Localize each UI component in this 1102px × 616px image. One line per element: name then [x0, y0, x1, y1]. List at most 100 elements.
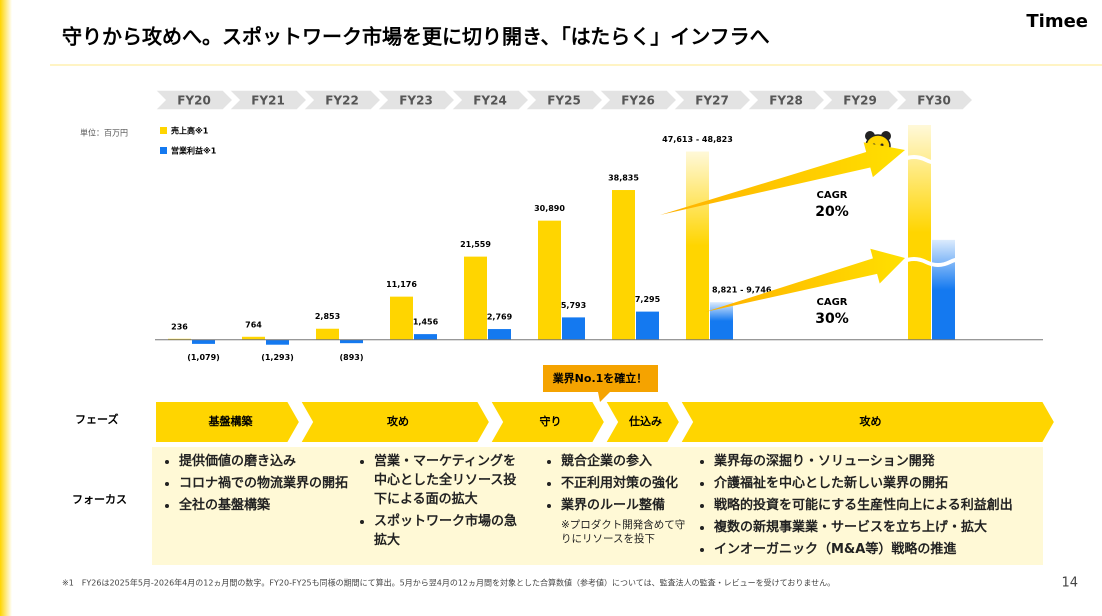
focus-item: コロナ禍での物流業界の開拓 — [179, 474, 348, 493]
bar — [316, 328, 339, 340]
year-chevron — [745, 89, 827, 111]
bar — [538, 220, 561, 340]
annotation-value: 30% — [815, 311, 849, 327]
x-tick-label: FY22 — [325, 94, 359, 108]
focus-column: 提供価値の磨き込みコロナ禍での物流業界の開拓全社の基盤構築 — [163, 452, 348, 518]
bar — [488, 329, 511, 340]
year-chevron — [893, 89, 975, 111]
focus-panel — [152, 447, 1043, 565]
legend-swatch — [160, 127, 167, 134]
x-tick-label: FY28 — [769, 94, 803, 108]
bar — [710, 302, 733, 340]
phase-segment — [603, 400, 682, 444]
value-label: 38,835 — [608, 174, 639, 183]
phase-item: 攻め — [387, 414, 409, 428]
bar — [464, 256, 487, 340]
value-label: 7,295 — [635, 295, 661, 304]
value-label: 5,793 — [561, 301, 586, 310]
value-label: 236 — [171, 322, 188, 331]
phase-item: 守り — [540, 414, 562, 428]
phase-item: 攻め — [860, 414, 882, 428]
focus-item: 全社の基盤構築 — [179, 496, 348, 515]
annotation-value: 20% — [815, 204, 849, 220]
year-chevron — [227, 89, 309, 111]
slide-title: 守りから攻めへ。スポットワーク市場を更に切り開き、「はたらく」インフラへ — [62, 25, 770, 49]
focus-item: 競合企業の参入 — [561, 452, 695, 471]
callout-box — [543, 365, 658, 402]
axis-break — [901, 155, 975, 165]
value-label: 1,456 — [413, 318, 439, 327]
focus-item: 戦略的投資を可能にする生産性向上による利益創出 — [714, 496, 1043, 515]
focus-list: 競合企業の参入不正利用対策の強化業界のルール整備 — [545, 452, 695, 515]
focus-column: 営業・マーケティングを中心とした全リソース投下による面の拡大スポットワーク市場の… — [358, 452, 518, 553]
legend-swatch — [160, 147, 167, 154]
unit-label: 単位：百万円 — [80, 128, 128, 138]
bar — [636, 311, 659, 340]
focus-list: 提供価値の磨き込みコロナ禍での物流業界の開拓全社の基盤構築 — [163, 452, 348, 515]
bar — [686, 151, 709, 340]
x-tick-label: FY27 — [695, 94, 729, 108]
year-chevron — [449, 89, 531, 111]
year-chevron — [153, 89, 235, 111]
page-number: 14 — [1061, 576, 1078, 591]
value-label: 8,821 - 9,746 — [712, 286, 772, 295]
value-label: (1,293) — [261, 353, 294, 362]
year-chevron — [523, 89, 605, 111]
bar — [562, 317, 585, 340]
value-label: (1,079) — [187, 353, 220, 362]
x-tick-label: FY20 — [177, 94, 211, 108]
phase-item: 仕込み — [628, 414, 662, 428]
focus-label: フォーカス — [72, 493, 127, 506]
phase-segment — [298, 400, 492, 444]
year-chevron — [301, 89, 383, 111]
focus-item: 提供価値の磨き込み — [179, 452, 348, 471]
year-chevron — [819, 89, 901, 111]
focus-item: スポットワーク市場の急拡大 — [374, 512, 518, 550]
value-label: 764 — [245, 320, 262, 329]
value-label: (893) — [339, 353, 363, 362]
bar — [390, 296, 413, 340]
x-tick-label: FY26 — [621, 94, 655, 108]
callout-text: 業界No.1を確立！ — [552, 371, 648, 385]
x-tick-label: FY29 — [843, 94, 877, 108]
logo: Timee — [1026, 11, 1088, 32]
value-label: 30,890 — [534, 204, 565, 213]
bar — [192, 339, 215, 344]
bar — [340, 339, 363, 344]
focus-item: 業界のルール整備 — [561, 496, 695, 515]
bar — [908, 125, 931, 340]
bar — [414, 334, 437, 340]
phase-label: フェーズ — [75, 412, 118, 426]
bar — [242, 336, 265, 340]
growth-arrow — [705, 248, 905, 312]
bar — [266, 339, 289, 345]
legend-label: 営業利益※1 — [171, 146, 217, 156]
year-chevron — [597, 89, 679, 111]
phase-segment — [488, 400, 607, 444]
year-chevron — [671, 89, 753, 111]
focus-item: 不正利用対策の強化 — [561, 474, 695, 493]
x-tick-label: FY21 — [251, 94, 285, 108]
x-tick-label: FY24 — [473, 94, 507, 108]
focus-item: 営業・マーケティングを中心とした全リソース投下による面の拡大 — [374, 452, 518, 509]
value-label: 2,853 — [315, 312, 340, 321]
value-label: 11,176 — [386, 280, 417, 289]
focus-item: インオーガニック（M&A等）戦略の推進 — [714, 540, 1043, 559]
bar — [932, 239, 955, 340]
bar — [612, 190, 635, 340]
focus-column: 競合企業の参入不正利用対策の強化業界のルール整備 ※プロダクト開発含めて守りにリソ… — [545, 452, 695, 546]
focus-column: 業界毎の深掘り・ソリューション開発介護福祉を中心とした新しい業界の開拓戦略的投資… — [698, 452, 1043, 562]
focus-list: 業界毎の深掘り・ソリューション開発介護福祉を中心とした新しい業界の開拓戦略的投資… — [698, 452, 1043, 559]
x-tick-label: FY25 — [547, 94, 581, 108]
value-label: 2,769 — [487, 313, 513, 322]
annotation-label: CAGR — [817, 190, 848, 201]
focus-note: ※プロダクト開発含めて守りにリソースを投下 — [561, 519, 686, 545]
year-chevron — [375, 89, 457, 111]
legend-label: 売上高※1 — [171, 126, 209, 136]
growth-arrow — [660, 142, 905, 215]
x-tick-label: FY30 — [917, 94, 951, 108]
phase-item: 基盤構築 — [208, 414, 254, 428]
value-label: 21,559 — [460, 240, 491, 249]
axis-break — [901, 257, 975, 267]
